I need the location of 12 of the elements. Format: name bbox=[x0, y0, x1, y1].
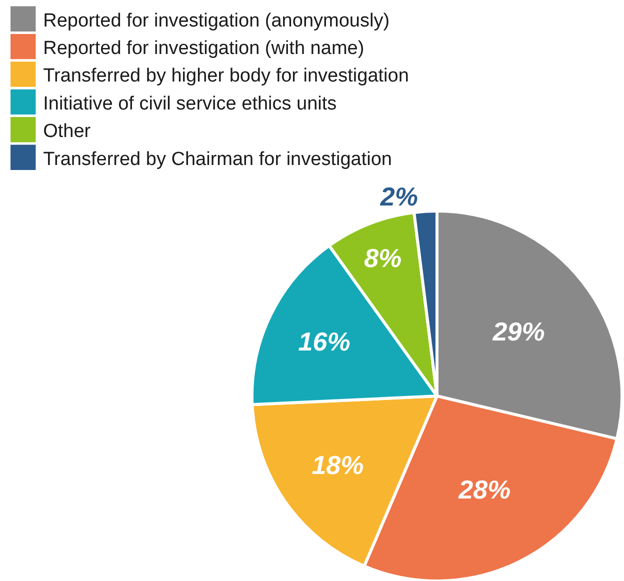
legend-label: Transferred by higher body for investigation bbox=[43, 66, 409, 87]
data-label: 29% bbox=[492, 316, 545, 347]
data-label: 8% bbox=[364, 242, 402, 273]
legend-label: Reported for investigation (anonymously) bbox=[43, 10, 390, 32]
data-label: 16% bbox=[298, 326, 350, 356]
legend-label: Initiative of civil service ethics units bbox=[43, 93, 337, 114]
data-label: 28% bbox=[458, 474, 511, 505]
legend-label: Other bbox=[43, 121, 92, 142]
legend-label: Transferred by Chairman for investigation bbox=[43, 148, 392, 170]
legend-label: Reported for investigation (with name) bbox=[43, 38, 364, 59]
data-label: 2% bbox=[379, 181, 418, 212]
data-label: 18% bbox=[312, 450, 364, 480]
